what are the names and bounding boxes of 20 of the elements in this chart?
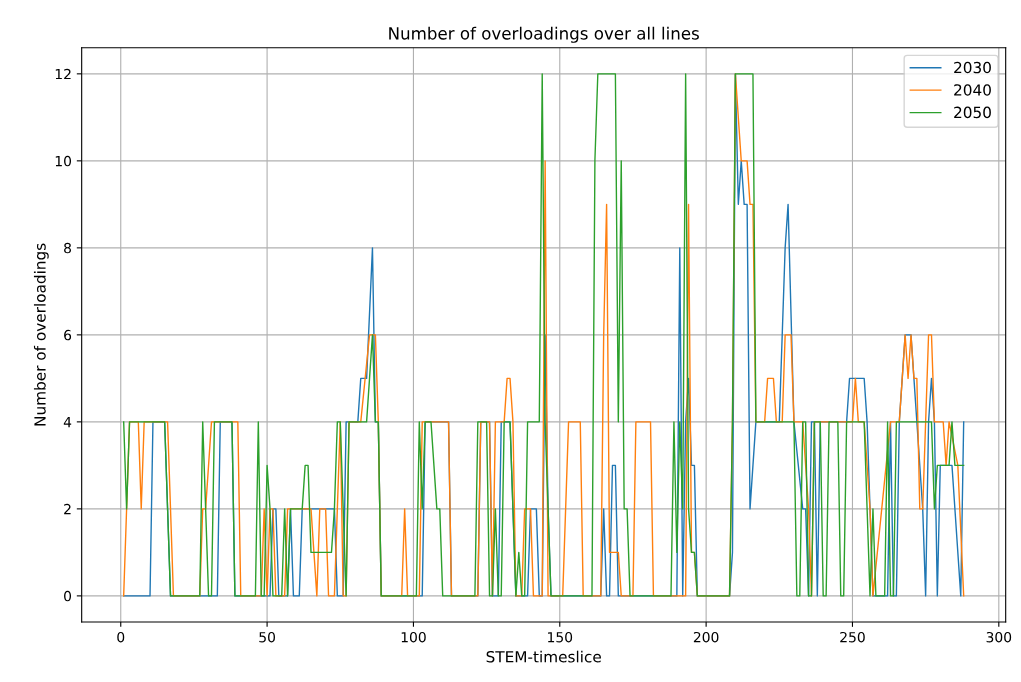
x-tick-label: 50: [259, 631, 276, 643]
chart-title: Number of overloadings over all lines: [389, 26, 699, 43]
y-tick-label: 12: [55, 68, 71, 80]
y-tick-label: 8: [64, 242, 72, 254]
x-tick-label: 300: [986, 631, 1012, 643]
legend-label: 2040: [954, 84, 991, 96]
x-tick-label: 200: [693, 631, 719, 643]
y-tick-label: 2: [64, 503, 71, 515]
y-axis-title: Number of overloadings: [33, 243, 49, 426]
legend-label: 2030: [954, 61, 991, 74]
y-tick-label: 0: [64, 590, 72, 602]
x-tick-label: 250: [840, 631, 865, 643]
y-tick-label: 4: [63, 417, 72, 428]
legend-label: 2050: [954, 106, 991, 119]
x-tick-label: 0: [117, 631, 125, 643]
x-tick-label: 150: [548, 631, 573, 643]
x-axis-title: STEM-timeslice: [486, 650, 601, 663]
x-tick-label: 100: [401, 631, 426, 643]
y-tick-label: 6: [64, 329, 72, 341]
y-tick-label: 10: [55, 155, 72, 167]
